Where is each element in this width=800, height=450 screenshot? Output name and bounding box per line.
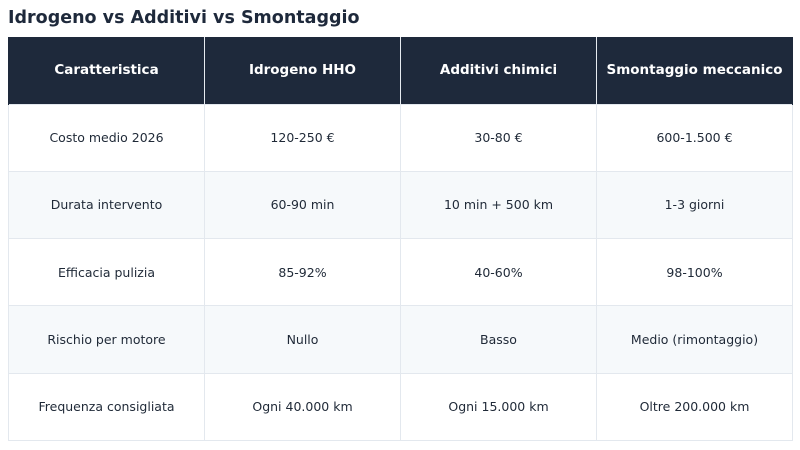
table-cell: 1-3 giorni [596, 170, 793, 240]
row-label: Rischio per motore [8, 305, 205, 374]
table-cell: Ogni 40.000 km [204, 372, 401, 442]
table-cell: Nullo [204, 305, 401, 374]
column-header-additivi-chimici: Additivi chimici [400, 37, 597, 104]
table-cell: 10 min + 500 km [400, 170, 597, 240]
table-cell: Medio (rimontaggio) [596, 305, 793, 374]
table-cell: 30-80 € [400, 103, 597, 172]
header-row: Caratteristica Idrogeno HHO Additivi chi… [8, 37, 793, 104]
table-cell: Ogni 15.000 km [400, 372, 597, 442]
column-header-caratteristica: Caratteristica [8, 37, 205, 104]
comparison-table: Caratteristica Idrogeno HHO Additivi chi… [8, 37, 793, 442]
column-header-idrogeno-hho: Idrogeno HHO [204, 37, 401, 104]
table-row: Durata intervento 60-90 min 10 min + 500… [8, 170, 793, 240]
row-label: Durata intervento [8, 170, 205, 240]
table-row: Costo medio 2026 120-250 € 30-80 € 600-1… [8, 103, 793, 172]
row-label: Costo medio 2026 [8, 103, 205, 172]
table-row: Frequenza consigliata Ogni 40.000 km Ogn… [8, 372, 793, 442]
table-row: Rischio per motore Nullo Basso Medio (ri… [8, 305, 793, 374]
table-cell: 98-100% [596, 238, 793, 307]
table-cell: Oltre 200.000 km [596, 372, 793, 442]
row-label: Efficacia pulizia [8, 238, 205, 307]
table-cell: 85-92% [204, 238, 401, 307]
table-body: Costo medio 2026 120-250 € 30-80 € 600-1… [8, 103, 793, 442]
column-header-smontaggio-meccanico: Smontaggio meccanico [596, 37, 793, 104]
table-header: Caratteristica Idrogeno HHO Additivi chi… [8, 37, 793, 104]
page-title: Idrogeno vs Additivi vs Smontaggio [8, 8, 360, 28]
table-cell: 40-60% [400, 238, 597, 307]
table-cell: 120-250 € [204, 103, 401, 172]
row-label: Frequenza consigliata [8, 372, 205, 442]
table-cell: Basso [400, 305, 597, 374]
table-cell: 60-90 min [204, 170, 401, 240]
table-cell: 600-1.500 € [596, 103, 793, 172]
table-row: Efficacia pulizia 85-92% 40-60% 98-100% [8, 238, 793, 307]
